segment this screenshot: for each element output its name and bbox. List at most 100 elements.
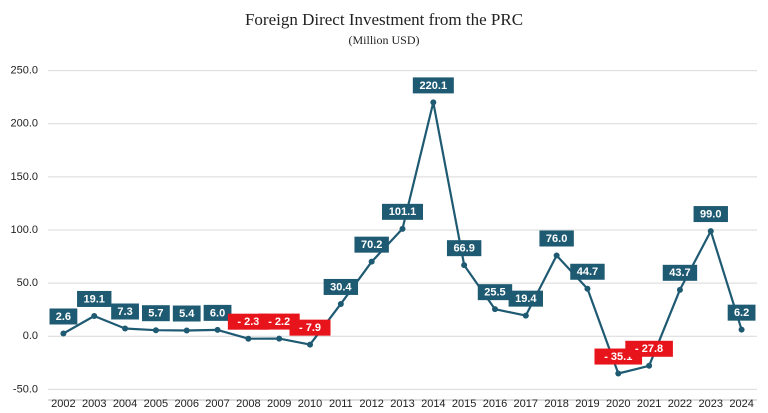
value-label: 5.4 (179, 308, 195, 320)
data-point (584, 285, 591, 292)
value-label: - 2.3 (237, 316, 259, 328)
data-point (430, 99, 437, 106)
value-label-box (477, 284, 513, 301)
value-label-box (508, 290, 544, 307)
y-tick-label: -50.0 (13, 383, 38, 395)
value-label-box (203, 304, 232, 321)
value-label-box (258, 313, 300, 330)
value-label: 43.7 (669, 267, 690, 279)
data-point (646, 362, 653, 369)
value-label: 6.0 (210, 307, 225, 319)
value-label: 5.7 (148, 308, 163, 320)
value-label: 76.0 (546, 233, 567, 245)
y-tick-label: 100.0 (10, 224, 38, 236)
x-tick-label: 2018 (544, 398, 568, 410)
value-label-box (354, 236, 389, 253)
value-label-box (77, 290, 112, 307)
value-label-box (49, 308, 78, 325)
value-label-box (323, 278, 359, 295)
data-point (122, 325, 129, 332)
x-tick-label: 2016 (483, 398, 507, 410)
x-tick-label: 2020 (606, 398, 630, 410)
value-label: 6.2 (734, 307, 749, 319)
value-label-box (382, 203, 423, 220)
data-point (399, 225, 406, 232)
data-point (307, 341, 314, 348)
value-label-box (446, 240, 482, 257)
data-point (676, 286, 683, 293)
value-label: 2.6 (56, 311, 71, 323)
value-label-box (227, 313, 269, 330)
x-tick-label: 2022 (668, 398, 692, 410)
y-tick-label: 0.0 (23, 330, 38, 342)
x-tick-label: 2017 (514, 398, 538, 410)
x-tick-label: 2013 (390, 398, 414, 410)
value-label: 70.2 (361, 239, 382, 251)
value-label: 7.3 (117, 306, 132, 318)
value-label: 30.4 (330, 281, 352, 293)
data-point (615, 370, 622, 377)
y-tick-label: 150.0 (10, 171, 38, 183)
data-point (491, 306, 498, 313)
y-tick-label: 200.0 (10, 118, 38, 130)
chart-subtitle: (Million USD) (348, 33, 419, 47)
value-label: 19.1 (84, 293, 105, 305)
value-label-box (412, 77, 454, 94)
data-point (553, 252, 560, 259)
x-tick-label: 2004 (113, 398, 137, 410)
x-tick-label: 2006 (174, 398, 198, 410)
x-tick-label: 2005 (144, 398, 168, 410)
data-point (183, 327, 190, 334)
data-point (707, 228, 714, 235)
x-tick-label: 2021 (637, 398, 661, 410)
x-tick-label: 2010 (298, 398, 322, 410)
value-label: 101.1 (389, 206, 417, 218)
x-tick-label: 2014 (421, 398, 445, 410)
value-label: - 27.8 (635, 343, 663, 355)
x-tick-label: 2008 (236, 398, 260, 410)
value-label: 99.0 (700, 208, 721, 220)
value-label: 19.4 (515, 293, 537, 305)
data-point (245, 335, 252, 342)
value-label-box (141, 305, 170, 322)
data-point (738, 326, 745, 333)
value-label-box (570, 263, 605, 280)
value-label: - 2.2 (268, 316, 290, 328)
value-label-box (539, 230, 574, 247)
x-tick-label: 2011 (329, 398, 353, 410)
data-point (214, 326, 221, 333)
data-point (337, 300, 344, 307)
x-tick-label: 2003 (82, 398, 106, 410)
value-label: 220.1 (420, 80, 448, 92)
value-label: 25.5 (484, 287, 505, 299)
x-tick-label: 2023 (699, 398, 723, 410)
x-tick-label: 2015 (452, 398, 476, 410)
x-tick-label: 2019 (575, 398, 599, 410)
x-tick-label: 2007 (205, 398, 229, 410)
data-point (368, 258, 375, 265)
value-label: - 7.9 (299, 322, 321, 334)
data-point (522, 312, 529, 319)
value-label: 66.9 (453, 243, 474, 255)
value-label: 44.7 (577, 266, 598, 278)
x-tick-label: 2024 (729, 398, 753, 410)
value-label-box (693, 206, 728, 223)
data-point (91, 312, 98, 319)
y-tick-label: 50.0 (17, 277, 38, 289)
data-point (60, 330, 67, 337)
value-label-box (111, 303, 139, 320)
data-point (276, 335, 283, 342)
value-label-box (727, 304, 756, 321)
value-label-box (625, 340, 673, 357)
x-tick-label: 2002 (51, 398, 75, 410)
x-tick-label: 2009 (267, 398, 291, 410)
value-label-box (172, 305, 201, 322)
data-point (461, 262, 468, 269)
y-tick-label: 250.0 (10, 65, 38, 77)
chart-title: Foreign Direct Investment from the PRC (245, 10, 523, 29)
x-tick-label: 2012 (359, 398, 383, 410)
data-point (152, 327, 159, 334)
value-label-box (662, 264, 698, 281)
value-label-box (289, 319, 331, 336)
